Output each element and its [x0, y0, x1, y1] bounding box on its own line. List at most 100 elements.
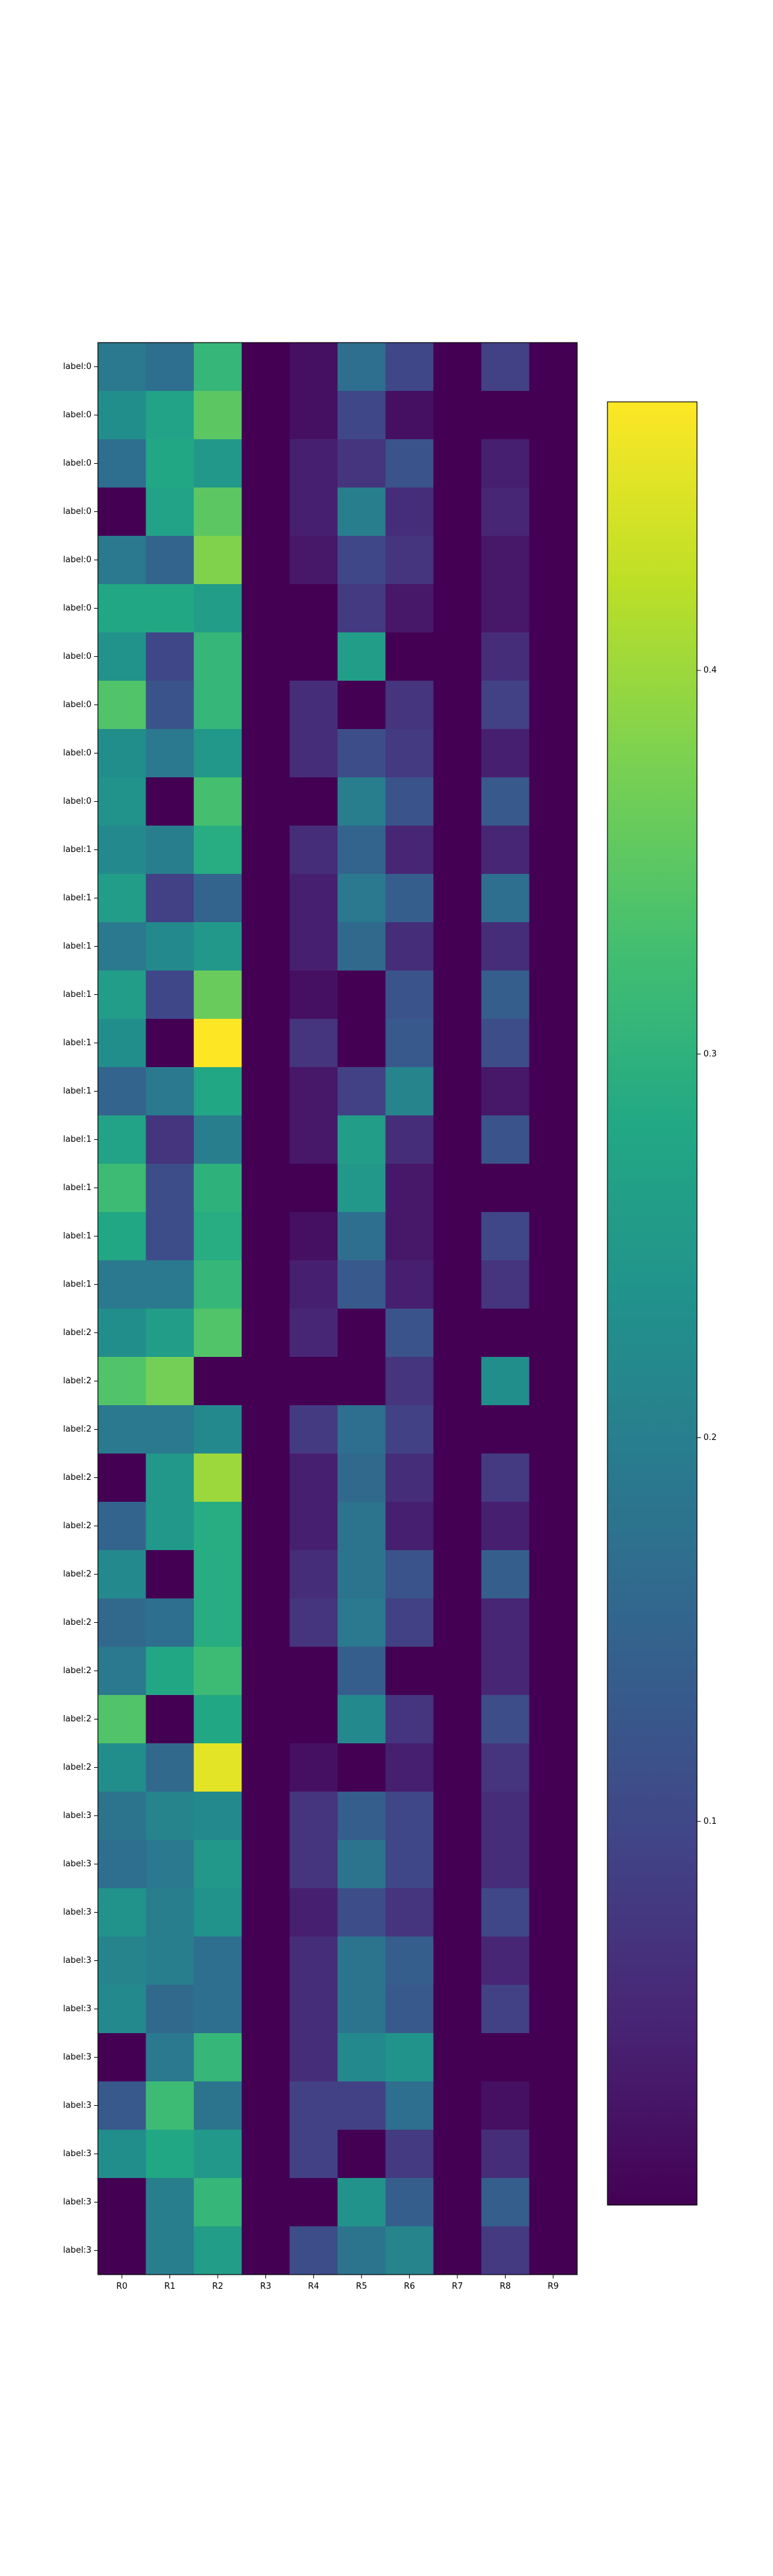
heatmap-cell [338, 632, 386, 681]
heatmap-cell [433, 343, 482, 392]
heatmap-cell [338, 1260, 386, 1309]
x-tick-label: R7 [452, 2282, 463, 2291]
heatmap-cell [385, 874, 434, 923]
heatmap-cell [385, 1937, 434, 1985]
heatmap-cell [98, 681, 146, 730]
heatmap-cell [385, 1212, 434, 1261]
heatmap-cell [146, 1550, 195, 1599]
heatmap-cell [289, 1260, 338, 1309]
heatmap-cell [481, 1309, 530, 1358]
heatmap-cell [98, 1019, 146, 1068]
y-tick-label: label:0 [63, 410, 91, 420]
heatmap-cell [433, 1743, 482, 1792]
heatmap-cell [289, 1888, 338, 1937]
heatmap-cell [529, 1357, 578, 1406]
heatmap-cell [529, 2130, 578, 2179]
heatmap-cell [146, 1067, 195, 1116]
heatmap-cell [98, 536, 146, 585]
heatmap-cell [146, 1260, 195, 1309]
y-tick-label: label:0 [63, 362, 91, 372]
heatmap-cell [242, 1985, 291, 2034]
heatmap-cell [481, 826, 530, 875]
heatmap-cell [385, 1840, 434, 1889]
heatmap-cell [529, 826, 578, 875]
heatmap-cell [98, 1115, 146, 1164]
heatmap-cell [481, 1502, 530, 1551]
heatmap-cell [193, 1985, 242, 2034]
heatmap-cell [289, 1115, 338, 1164]
heatmap-cell [433, 488, 482, 536]
y-tick-label: label:3 [63, 1908, 91, 1917]
heatmap-cell [433, 2081, 482, 2130]
heatmap-cell [289, 922, 338, 971]
heatmap-cell [146, 1212, 195, 1261]
heatmap-cell [481, 874, 530, 923]
heatmap-cell [433, 1888, 482, 1937]
heatmap-cell [481, 343, 530, 392]
heatmap-cell [338, 826, 386, 875]
heatmap-cell [529, 1019, 578, 1068]
heatmap-cell [529, 777, 578, 826]
heatmap-cell [385, 1985, 434, 2034]
colorbar-tick-label: 0.1 [703, 1817, 717, 1826]
y-tick-label: label:0 [63, 603, 91, 613]
heatmap-cell [289, 632, 338, 681]
heatmap-cell [481, 971, 530, 1019]
heatmap-cell [146, 632, 195, 681]
y-tick-label: label:1 [63, 1038, 91, 1048]
y-tick-label: label:2 [63, 1569, 91, 1579]
heatmap-cell [385, 1502, 434, 1551]
colorbar-tick-label: 0.2 [703, 1433, 717, 1443]
x-tick-label: R0 [117, 2282, 128, 2291]
heatmap-cell [338, 1067, 386, 1116]
y-tick-label: label:0 [63, 507, 91, 516]
heatmap-cell [98, 2178, 146, 2227]
heatmap-cell [289, 391, 338, 440]
heatmap-cell [481, 1019, 530, 1068]
heatmap-cell [338, 343, 386, 392]
heatmap-cell [385, 1792, 434, 1841]
heatmap-cell [481, 1888, 530, 1937]
heatmap-cell [146, 826, 195, 875]
heatmap-cell [481, 1647, 530, 1696]
heatmap-cell [242, 536, 291, 585]
heatmap-cell [433, 1164, 482, 1213]
heatmap-cell [98, 632, 146, 681]
heatmap-cell [98, 343, 146, 392]
heatmap-cell [242, 2081, 291, 2130]
heatmap-cell [289, 1309, 338, 1358]
heatmap-cell [146, 922, 195, 971]
heatmap-cell [481, 777, 530, 826]
heatmap-cell [146, 2130, 195, 2179]
heatmap-cell [146, 1164, 195, 1213]
heatmap-cell [385, 1454, 434, 1502]
heatmap-cell [481, 1550, 530, 1599]
heatmap-cell [98, 826, 146, 875]
heatmap-cell [338, 439, 386, 488]
heatmap-cell [385, 1888, 434, 1937]
heatmap-cell [242, 1212, 291, 1261]
y-tick-label: label:2 [63, 1376, 91, 1386]
heatmap-cell [385, 1405, 434, 1454]
y-tick-label: label:3 [63, 2052, 91, 2062]
heatmap-cell [338, 971, 386, 1019]
heatmap-cell [289, 1454, 338, 1502]
heatmap-cell [338, 1309, 386, 1358]
heatmap-cell [481, 391, 530, 440]
heatmap-cell [529, 1502, 578, 1551]
heatmap-cell [338, 1212, 386, 1261]
heatmap-cell [529, 874, 578, 923]
heatmap-cell [289, 777, 338, 826]
x-tick-label: R9 [548, 2282, 558, 2291]
heatmap-cell [242, 2178, 291, 2227]
heatmap-cell [385, 922, 434, 971]
heatmap-cell [529, 536, 578, 585]
heatmap-cell [433, 826, 482, 875]
heatmap-cell [193, 439, 242, 488]
heatmap-cell [146, 584, 195, 633]
heatmap-cell [481, 584, 530, 633]
heatmap-cell [338, 1454, 386, 1502]
heatmap-cell [338, 1019, 386, 1068]
heatmap-cell [481, 2033, 530, 2082]
y-tick-label: label:0 [63, 748, 91, 758]
